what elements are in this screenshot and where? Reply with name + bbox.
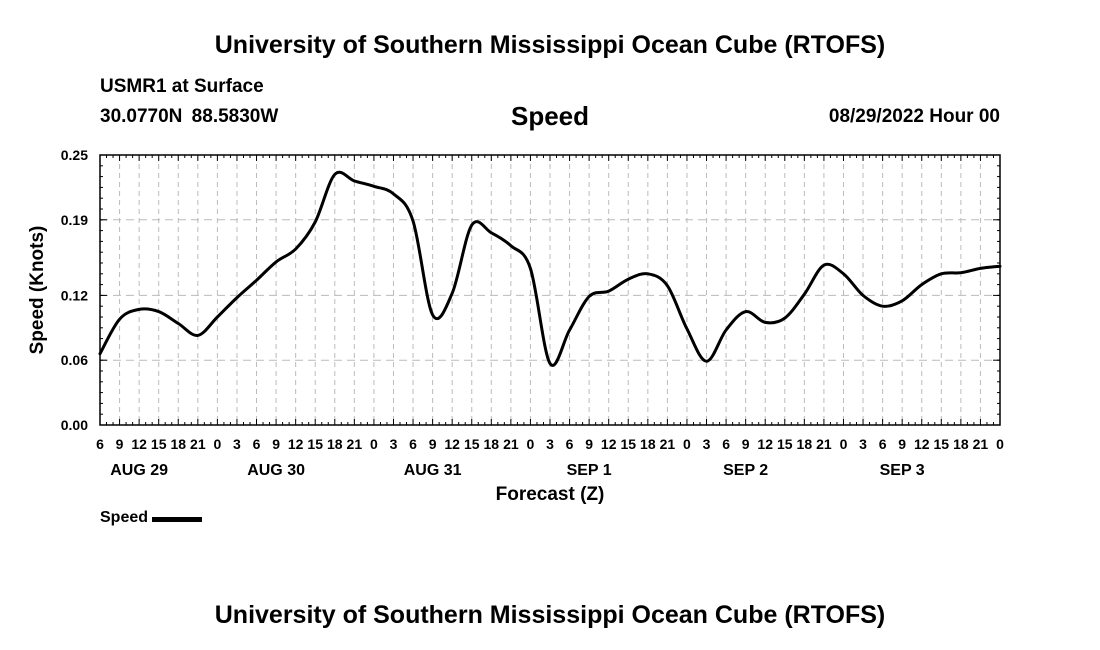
forecast-datetime: 08/29/2022 Hour 00 xyxy=(828,106,1000,127)
x-tick-label: 9 xyxy=(898,436,906,452)
x-tick-label: 0 xyxy=(527,436,535,452)
x-tick-label: 12 xyxy=(914,436,930,452)
x-tick-label: 12 xyxy=(131,436,147,452)
x-tick-label: 21 xyxy=(503,436,519,452)
chart-legend: Speed xyxy=(100,509,203,527)
x-tick-labels: 6 9 12 15 18 21 0 3 6 9 12 15 18 21 0 3 6 9 12 15 18 21 0 3 6 9 12… xyxy=(96,436,1004,452)
x-tick-label: 6 xyxy=(409,436,417,452)
plot-frame xyxy=(99,154,1001,426)
x-tick-label: 6 xyxy=(879,436,887,452)
x-tick-label: 9 xyxy=(585,436,593,452)
station-label: USMR1 at Surface xyxy=(100,76,264,97)
station-coordinates: 30.0770N 88.5830W xyxy=(100,106,279,127)
x-tick-label: 3 xyxy=(859,436,867,452)
legend-swatch xyxy=(152,516,203,522)
x-tick-label: 12 xyxy=(288,436,304,452)
x-tick-label: 18 xyxy=(640,436,656,452)
y-tick-label: 0.25 xyxy=(61,147,88,163)
x-tick-label: 6 xyxy=(722,436,730,452)
x-tick-label: 15 xyxy=(620,436,636,452)
x-day-labels: AUG 29 AUG 30 AUG 31 SEP 1 SEP 2 SEP 3 xyxy=(110,462,925,479)
x-tick-label: 12 xyxy=(444,436,460,452)
x-tick-label: 15 xyxy=(464,436,480,452)
x-tick-label: 21 xyxy=(347,436,363,452)
x-tick-label: 21 xyxy=(973,436,989,452)
x-tick-label: 0 xyxy=(840,436,848,452)
x-tick-label: 21 xyxy=(190,436,206,452)
x-tick-label: 6 xyxy=(566,436,574,452)
x-tick-label: 0 xyxy=(370,436,378,452)
x-tick-label: 15 xyxy=(151,436,167,452)
x-tick-label: 0 xyxy=(213,436,221,452)
x-tick-label: 18 xyxy=(953,436,969,452)
y-tick-label: 0.19 xyxy=(61,212,88,228)
x-tick-label: 3 xyxy=(546,436,554,452)
x-tick-label: 15 xyxy=(307,436,323,452)
x-tick-label: 12 xyxy=(601,436,617,452)
x-tick-label: 0 xyxy=(683,436,691,452)
x-day-label: SEP 1 xyxy=(567,462,612,479)
x-day-label: AUG 31 xyxy=(404,462,462,479)
x-tick-label: 21 xyxy=(816,436,832,452)
x-tick-label: 3 xyxy=(703,436,711,452)
legend-label: Speed xyxy=(100,509,149,526)
x-tick-label: 9 xyxy=(429,436,437,452)
x-day-label: SEP 2 xyxy=(723,462,768,479)
x-tick-label: 15 xyxy=(934,436,950,452)
x-tick-label: 18 xyxy=(327,436,343,452)
y-tick-label: 0.00 xyxy=(61,417,88,433)
x-tick-label: 12 xyxy=(757,436,773,452)
x-tick-label: 9 xyxy=(272,436,280,452)
x-tick-label: 6 xyxy=(253,436,261,452)
chart-grid xyxy=(100,155,1000,425)
speed-series-line xyxy=(98,170,1002,367)
x-tick-label: 0 xyxy=(996,436,1004,452)
y-axis-label: Speed (Knots) xyxy=(27,226,48,355)
y-tick-label: 0.12 xyxy=(61,287,88,303)
chart-main-title: University of Southern Mississippi Ocean… xyxy=(214,31,886,59)
x-day-label: AUG 29 xyxy=(110,462,168,479)
y-tick-label: 0.06 xyxy=(61,352,88,368)
x-tick-label: 9 xyxy=(116,436,124,452)
x-tick-label: 3 xyxy=(233,436,241,452)
x-tick-label: 18 xyxy=(170,436,186,452)
x-day-label: SEP 3 xyxy=(880,462,925,479)
x-tick-label: 15 xyxy=(777,436,793,452)
variable-title: Speed xyxy=(510,101,590,131)
x-axis-label: Forecast (Z) xyxy=(496,484,605,505)
x-tick-label: 9 xyxy=(742,436,750,452)
x-tick-label: 18 xyxy=(797,436,813,452)
x-tick-label: 21 xyxy=(660,436,676,452)
x-tick-label: 6 xyxy=(96,436,104,452)
y-tick-labels: 0.00 0.06 0.12 0.19 0.25 xyxy=(61,147,88,433)
x-tick-label: 18 xyxy=(484,436,500,452)
x-day-label: AUG 30 xyxy=(247,462,305,479)
x-tick-label: 3 xyxy=(390,436,398,452)
footer-title: University of Southern Mississippi Ocean… xyxy=(214,601,886,629)
